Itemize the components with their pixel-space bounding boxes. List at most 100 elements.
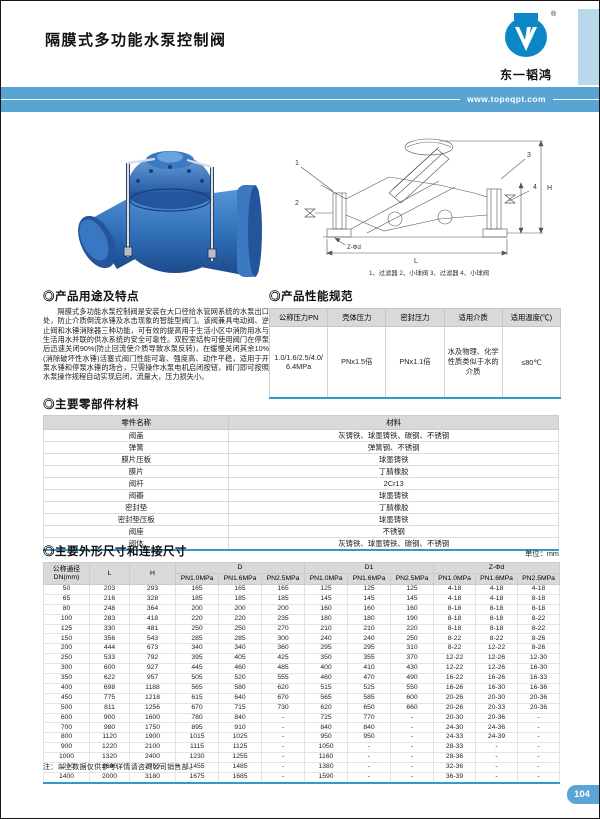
table-cell: - [475, 771, 519, 784]
website-link[interactable]: www.topeqpt.com [460, 94, 553, 104]
table-cell: 485 [260, 663, 306, 675]
table-cell: 12-26 [475, 663, 519, 675]
banner-divider [1, 99, 599, 100]
table-cell: 密封垫压板 [42, 513, 230, 526]
table-cell: 1220 [89, 742, 130, 754]
column-group-d: D [174, 562, 306, 574]
table-row: 200 444 673 340 340 360 295 295 310 8-22 12-22 8-26 [43, 643, 561, 655]
table-header-cell: 公称压力PN [268, 308, 329, 327]
table-cell: 250 [218, 623, 262, 635]
table-cell: 12-30 [517, 653, 561, 665]
corner-decor-strip [578, 9, 599, 85]
table-cell: - [475, 762, 519, 773]
table-cell: 370 [390, 653, 435, 665]
table-cell: 32-36 [433, 762, 477, 773]
table-cell: 980 [89, 722, 130, 734]
table-header-row: 公称压力PN 壳体压力 密封压力 适用介质 适用温度(℃) [268, 308, 562, 327]
table-cell: - [475, 742, 519, 754]
table-cell: 270 [260, 623, 306, 635]
table-cell: 灰铸铁、球墨铸铁、碳钢、不锈钢 [228, 537, 559, 551]
materials-table: 零件名称 材料 阀盖 灰铸铁、球墨铸铁、碳钢、不锈钢 弹簧 弹簧钢、不锈钢 膜片压板 球墨… [42, 415, 559, 551]
table-cell: 65 [43, 593, 90, 605]
table-cell: 150 [43, 633, 90, 645]
brand-logo-block: ® 东一韬鸿 [491, 11, 561, 83]
table-cell: 533 [89, 653, 130, 665]
dim-label-z: Z-Φd [347, 245, 361, 251]
table-cell: 阀体 [42, 537, 230, 551]
table-cell: 3180 [129, 771, 176, 784]
table-cell: 8-18 [475, 603, 519, 615]
table-cell: 470 [347, 673, 392, 684]
table-cell: 100 [43, 613, 90, 625]
table-cell: 957 [129, 673, 176, 684]
table-cell: 640 [218, 692, 262, 704]
table-cell: 8-26 [517, 643, 561, 655]
table-header-cell: PN1.6MPa [475, 573, 519, 585]
table-header-cell: 密封压力 [385, 308, 445, 327]
table-cell: - [517, 771, 561, 784]
performance-title: ◎产品性能规范 [269, 291, 353, 303]
table-cell: - [260, 732, 306, 744]
table-cell: 190 [390, 613, 435, 625]
table-header-cell: PN1.0MPa [433, 573, 477, 585]
table-cell: 16-30 [475, 682, 519, 694]
table-header-cell: PN2.5MPa [517, 573, 561, 585]
table-cell: - [260, 752, 306, 764]
table-cell: 505 [175, 673, 219, 684]
table-cell: 565 [175, 682, 219, 694]
dim-label-l: L [414, 258, 418, 265]
table-header-cell: PN1.6MPa [347, 573, 392, 585]
table-cell: 310 [390, 643, 435, 655]
table-cell: 4-18 [433, 593, 477, 605]
table-cell: 阀盖 [42, 429, 230, 442]
table-header-row: 公称通径 DN(mm) L H D D1 Z-Φd [43, 562, 561, 585]
callout-4: 4 [533, 184, 537, 191]
table-header-cell: 适用介质 [443, 308, 503, 327]
table-cell: 900 [89, 712, 130, 724]
table-cell: - [347, 762, 392, 773]
table-cell: - [347, 771, 392, 784]
column-group-z: Z-Φd [433, 562, 561, 574]
table-cell: 丁腈橡胶 [228, 501, 559, 514]
table-cell: 216 [89, 593, 130, 605]
table-cell: 8-18 [475, 613, 519, 625]
table-cell: 670 [175, 702, 219, 714]
table-cell: 1750 [129, 722, 176, 734]
table-cell: 600 [89, 663, 130, 675]
table-cell: 16-33 [517, 673, 561, 684]
table-cell: 200 [43, 643, 90, 655]
table-cell: 650 [347, 702, 392, 714]
table-cell: 285 [175, 633, 219, 645]
table-cell: 250 [175, 623, 219, 635]
table-cell: 418 [129, 613, 176, 625]
table-cell: - [390, 712, 435, 724]
table-cell: 895 [175, 722, 219, 734]
table-row: 250 533 792 395 405 425 350 355 370 12-22 12-26 12-… [43, 653, 561, 665]
table-cell: 1675 [175, 771, 219, 784]
table-cell: 283 [89, 613, 130, 625]
table-cell: 160 [390, 603, 435, 615]
table-cell: 670 [260, 692, 306, 704]
technical-drawing: 1 2 3 4 H L Z-Φd [295, 138, 552, 265]
table-cell: 210 [304, 623, 349, 635]
table-cell: 弹簧 [42, 441, 230, 454]
table-cell: 300 [43, 663, 90, 675]
table-cell: 2Cr13 [228, 477, 559, 490]
table-cell: 220 [175, 613, 219, 625]
table-cell: 200 [260, 603, 306, 615]
table-cell: 145 [304, 593, 349, 605]
table-cell: PNx1.5倍 [327, 326, 387, 399]
table-cell: 515 [304, 682, 349, 694]
table-cell: 340 [218, 643, 262, 655]
table-row: 350 622 957 505 520 555 460 470 490 16-22 16-26 16-… [43, 673, 561, 684]
table-cell: 丁腈橡胶 [228, 465, 559, 478]
table-cell: 200 [175, 603, 219, 615]
table-cell: 180 [304, 613, 349, 625]
table-cell: 444 [89, 643, 130, 655]
table-cell: 16-36 [517, 682, 561, 694]
drawing-caption: 1、过滤器 2、小球阀 3、过滤器 4、小球阀 [368, 270, 489, 277]
table-cell: 1590 [304, 771, 349, 784]
table-cell: 180 [347, 613, 392, 625]
dn-header-line2: DN(mm) [53, 573, 80, 581]
table-cell: 1900 [129, 732, 176, 744]
